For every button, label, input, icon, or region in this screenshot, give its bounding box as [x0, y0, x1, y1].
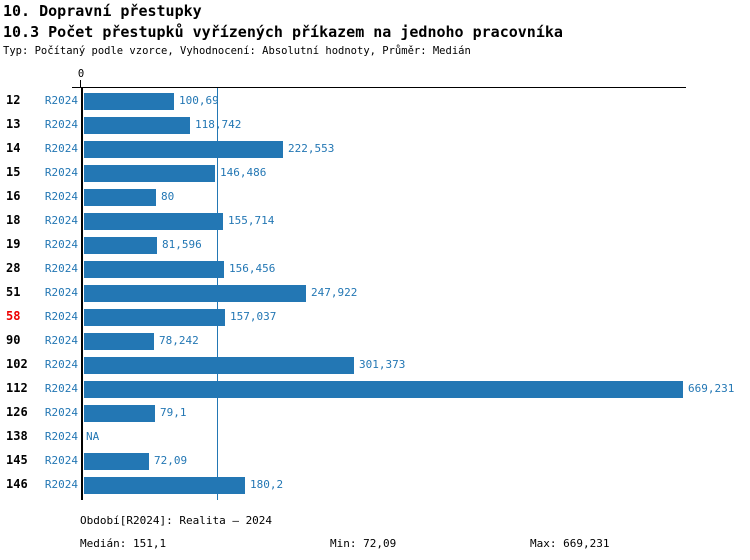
value-bar[interactable] [84, 261, 224, 278]
chart-row: 90 R2024 78,242 [0, 329, 750, 353]
row-period-label: R2024 [44, 454, 78, 467]
value-bar[interactable] [84, 165, 215, 182]
footer-max: Max: 669,231 [530, 537, 610, 550]
row-period-label: R2024 [44, 142, 78, 155]
row-id-label: 126 [6, 405, 28, 419]
value-bar[interactable] [84, 189, 156, 206]
value-label: 72,09 [154, 454, 188, 467]
row-period-label: R2024 [44, 310, 78, 323]
chart-row: 18 R2024 155,714 [0, 209, 750, 233]
row-id-label: 146 [6, 477, 28, 491]
value-bar[interactable] [84, 285, 306, 302]
value-label: 222,553 [288, 142, 335, 155]
row-id-label: 15 [6, 165, 21, 179]
row-period-label: R2024 [44, 334, 78, 347]
value-label: 79,1 [160, 406, 187, 419]
value-label: 100,69 [179, 94, 219, 107]
chart-row: 102 R2024 301,373 [0, 353, 750, 377]
value-bar[interactable] [84, 477, 245, 494]
chart-rows: 12 R2024 100,69 13 R2024 118,742 14 R2024 222,55… [0, 89, 750, 497]
row-id-label: 90 [6, 333, 21, 347]
chart-row: 12 R2024 100,69 [0, 89, 750, 113]
row-period-label: R2024 [44, 286, 78, 299]
value-label: 80 [161, 190, 175, 203]
value-label: 78,242 [159, 334, 199, 347]
row-period-label: R2024 [44, 118, 78, 131]
row-period-label: R2024 [44, 358, 78, 371]
row-period-label: R2024 [44, 214, 78, 227]
row-period-label: R2024 [44, 238, 78, 251]
chart-row: 126 R2024 79,1 [0, 401, 750, 425]
row-id-label: 12 [6, 93, 21, 107]
row-period-label: R2024 [44, 478, 78, 491]
row-id-label: 14 [6, 141, 21, 155]
value-bar[interactable] [84, 309, 225, 326]
value-label: 81,596 [162, 238, 202, 251]
row-id-label: 19 [6, 237, 21, 251]
row-period-label: R2024 [44, 190, 78, 203]
chart-row: 28 R2024 156,456 [0, 257, 750, 281]
value-label: 155,714 [228, 214, 275, 227]
chart-row: 14 R2024 222,553 [0, 137, 750, 161]
value-label: 669,231 [688, 382, 735, 395]
row-period-label: R2024 [44, 430, 78, 443]
row-period-label: R2024 [44, 262, 78, 275]
row-id-label: 28 [6, 261, 21, 275]
row-id-label: 16 [6, 189, 21, 203]
footer-median: Medián: 151,1 [80, 537, 167, 550]
footer-period: Období[R2024]: Realita – 2024 [80, 514, 273, 527]
value-label: 247,922 [311, 286, 358, 299]
chart-type-info: Typ: Počítaný podle vzorce, Vyhodnocení:… [3, 45, 471, 57]
row-id-label: 145 [6, 453, 28, 467]
chart-row: 146 R2024 180,2 [0, 473, 750, 497]
value-bar[interactable] [84, 357, 354, 374]
value-bar[interactable] [84, 405, 155, 422]
chart-title-sub: 10.3 Počet přestupků vyřízených příkazem… [3, 23, 563, 41]
value-label: NA [86, 430, 100, 443]
value-bar[interactable] [84, 141, 283, 158]
footer-min: Min: 72,09 [330, 537, 397, 550]
chart-row: 138 R2024 NA [0, 425, 750, 449]
x-axis-line [72, 87, 686, 88]
value-label: 301,373 [359, 358, 406, 371]
row-period-label: R2024 [44, 406, 78, 419]
chart-row: 13 R2024 118,742 [0, 113, 750, 137]
value-bar[interactable] [84, 237, 157, 254]
row-id-label: 112 [6, 381, 28, 395]
value-label: 146,486 [220, 166, 267, 179]
row-id-label: 102 [6, 357, 28, 371]
row-period-label: R2024 [44, 382, 78, 395]
value-label: 180,2 [250, 478, 284, 491]
chart-row: 51 R2024 247,922 [0, 281, 750, 305]
y-axis-line [81, 87, 83, 500]
row-period-label: R2024 [44, 166, 78, 179]
row-id-label: 18 [6, 213, 21, 227]
chart-row: 145 R2024 72,09 [0, 449, 750, 473]
x-axis-zero-tick-label: 0 [77, 68, 85, 80]
row-id-label: 13 [6, 117, 21, 131]
row-id-label: 51 [6, 285, 21, 299]
chart-row: 112 R2024 669,231 [0, 377, 750, 401]
chart-title-main: 10. Dopravní přestupky [3, 2, 202, 20]
value-label: 157,037 [230, 310, 277, 323]
value-bar[interactable] [84, 381, 683, 398]
value-bar[interactable] [84, 213, 223, 230]
chart-row: 58 R2024 157,037 [0, 305, 750, 329]
chart-row: 15 R2024 146,486 [0, 161, 750, 185]
row-id-label: 58 [6, 309, 21, 323]
value-bar[interactable] [84, 117, 190, 134]
row-id-label: 138 [6, 429, 28, 443]
chart-row: 19 R2024 81,596 [0, 233, 750, 257]
value-bar[interactable] [84, 93, 174, 110]
x-axis-zero-tick [80, 80, 81, 88]
chart-row: 16 R2024 80 [0, 185, 750, 209]
value-bar[interactable] [84, 453, 149, 470]
value-label: 118,742 [195, 118, 242, 131]
row-period-label: R2024 [44, 94, 78, 107]
value-bar[interactable] [84, 333, 154, 350]
value-label: 156,456 [229, 262, 276, 275]
